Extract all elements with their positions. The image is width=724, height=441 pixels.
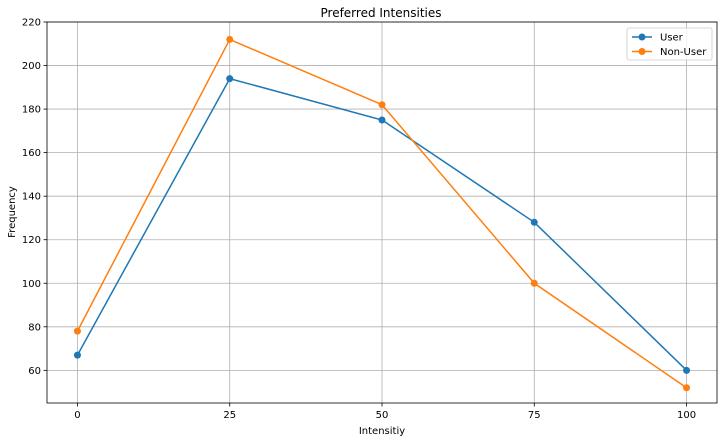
y-tick-label: 120 [22, 235, 41, 246]
data-point [226, 35, 234, 43]
data-point [530, 279, 538, 287]
data-point [683, 384, 691, 392]
data-point [73, 351, 81, 359]
data-point [683, 366, 691, 374]
x-tick-label: 25 [223, 410, 236, 421]
data-point [226, 75, 234, 83]
y-axis-label: Frequency [7, 186, 18, 238]
y-tick-label: 220 [22, 18, 41, 29]
data-point [530, 218, 538, 226]
y-tick-label: 180 [22, 105, 41, 116]
series-group [73, 35, 691, 392]
y-tick-label: 80 [28, 322, 41, 333]
grid-lines [47, 21, 717, 403]
x-tick-label: 0 [74, 410, 80, 421]
y-tick-label: 100 [22, 279, 41, 290]
y-tick-label: 140 [22, 192, 41, 203]
y-tick-label: 60 [28, 366, 41, 377]
data-point [378, 116, 386, 124]
x-tick-label: 50 [376, 410, 389, 421]
x-tick-label: 100 [677, 410, 696, 421]
y-axis: 60 80 100 120 140 160 180 200 220 [22, 18, 47, 377]
legend-label: Non-User [660, 47, 707, 58]
x-axis: 0 25 50 75 100 [74, 403, 696, 421]
y-tick-label: 200 [22, 61, 41, 72]
data-point [73, 327, 81, 335]
x-tick-label: 75 [528, 410, 541, 421]
chart-title: Preferred Intensities [321, 6, 442, 20]
legend-label: User [660, 33, 684, 44]
legend-marker [638, 48, 646, 55]
legend: User Non-User [626, 27, 713, 61]
data-point [378, 101, 386, 109]
x-axis-label: Intensitiy [359, 426, 405, 437]
y-tick-label: 160 [22, 148, 41, 159]
legend-marker [638, 33, 646, 41]
